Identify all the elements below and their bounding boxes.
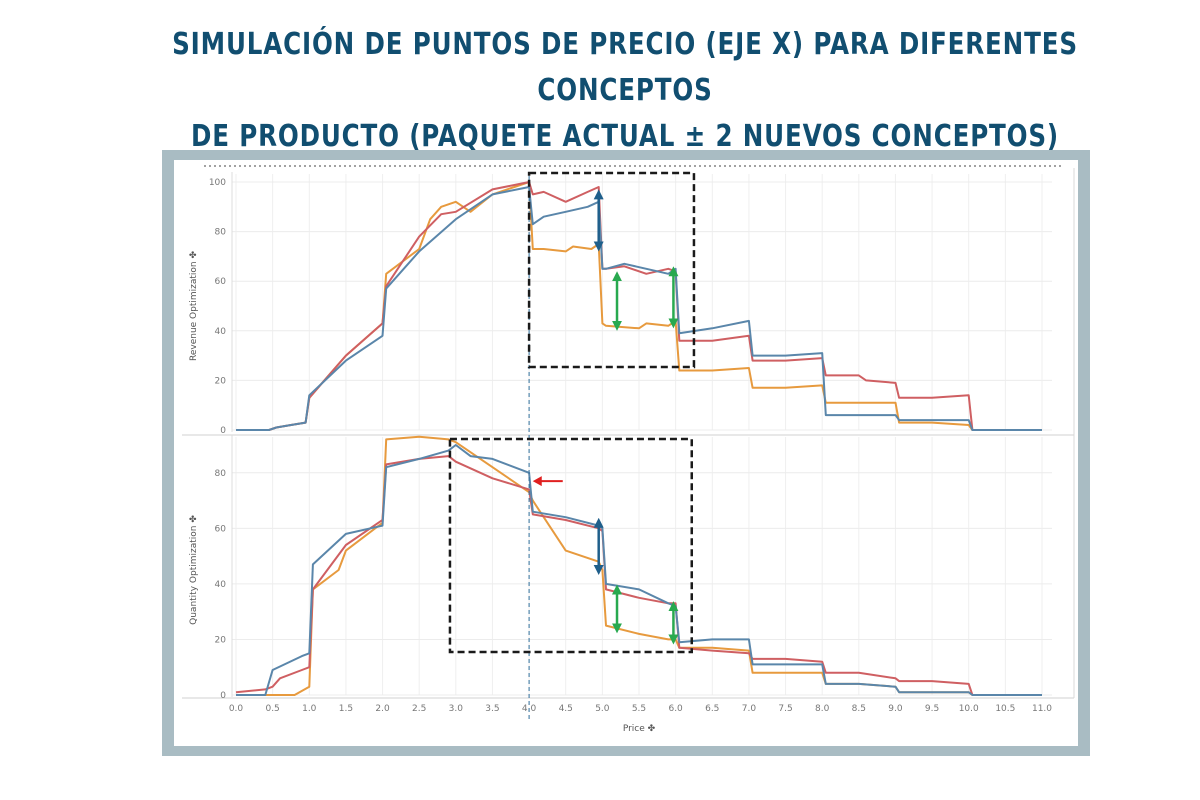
quantity-y-tick-label: 20 <box>215 635 227 645</box>
x-tick-label: 0.0 <box>229 704 244 714</box>
chart-frame: 0 20 40 60 80 100 Revenue Optimization ✤ 0 20 40… <box>162 150 1090 756</box>
x-tick-label: 10.5 <box>995 704 1015 714</box>
x-tick-label: 1.0 <box>302 704 317 714</box>
revenue-y-tick-label: 20 <box>215 376 227 386</box>
x-tick-label: 5.5 <box>632 704 646 714</box>
red-arrow-head <box>532 476 542 487</box>
x-axis: 0.0 0.5 1.0 1.5 2.0 2.5 3.0 3.5 4.0 4.5 5.0 5.5 6.0 6… <box>229 704 1052 734</box>
revenue-y-tick-label: 40 <box>215 327 227 337</box>
x-tick-label: 7.5 <box>778 704 792 714</box>
x-tick-label: 6.0 <box>668 704 683 714</box>
chart-svg: 0 20 40 60 80 100 Revenue Optimization ✤ 0 20 40… <box>182 165 1075 734</box>
x-tick-label: 3.5 <box>485 704 499 714</box>
x-tick-label: 3.0 <box>449 704 464 714</box>
x-tick-label: 9.5 <box>925 704 939 714</box>
x-tick-label: 5.0 <box>595 704 610 714</box>
title-line-2: DE PRODUCTO (PAQUETE ACTUAL ± 2 NUEVOS C… <box>191 119 1059 154</box>
x-tick-label: 7.0 <box>742 704 757 714</box>
quantity-y-tick-label: 0 <box>220 691 226 701</box>
quantity-y-tick-label: 40 <box>215 580 227 590</box>
x-tick-label: 11.0 <box>1032 704 1052 714</box>
x-tick-label: 2.5 <box>412 704 426 714</box>
title-line-1: SIMULACIÓN DE PUNTOS DE PRECIO (EJE X) P… <box>172 27 1078 108</box>
revenue-series-line-3 <box>236 186 1042 431</box>
x-tick-label: 4.5 <box>559 704 573 714</box>
revenue-y-tick-label: 100 <box>209 178 226 188</box>
x-axis-title: Price ✤ <box>623 724 656 734</box>
quantity-y-axis-title: Quantity Optimization ✤ <box>189 515 199 625</box>
revenue-y-tick-label: 60 <box>215 277 227 287</box>
quantity-y-tick-label: 60 <box>215 524 227 534</box>
revenue-y-tick-label: 80 <box>215 228 227 238</box>
quantity-chart: 0 20 40 60 80 Quantity Optimization ✤ <box>189 435 1052 701</box>
revenue-chart: 0 20 40 60 80 100 Revenue Optimization ✤ <box>189 172 1052 436</box>
x-tick-label: 0.5 <box>265 704 279 714</box>
quantity-y-tick-label: 80 <box>215 469 227 479</box>
x-tick-label: 2.0 <box>375 704 390 714</box>
x-tick-label: 10.0 <box>959 704 979 714</box>
annotations <box>448 171 696 722</box>
revenue-y-tick-label: 0 <box>220 426 226 436</box>
revenue-y-axis-title: Revenue Optimization ✤ <box>189 251 199 361</box>
highlight-box-quantity <box>448 437 694 654</box>
x-tick-label: 8.5 <box>852 704 866 714</box>
x-tick-label: 6.5 <box>705 704 719 714</box>
x-tick-label: 9.0 <box>888 704 903 714</box>
page-title: SIMULACIÓN DE PUNTOS DE PRECIO (EJE X) P… <box>113 22 1138 160</box>
highlight-box-revenue <box>527 171 696 369</box>
x-tick-label: 1.5 <box>339 704 353 714</box>
x-tick-label: 8.0 <box>815 704 830 714</box>
chart-panel: 0 20 40 60 80 100 Revenue Optimization ✤ 0 20 40… <box>174 160 1078 746</box>
